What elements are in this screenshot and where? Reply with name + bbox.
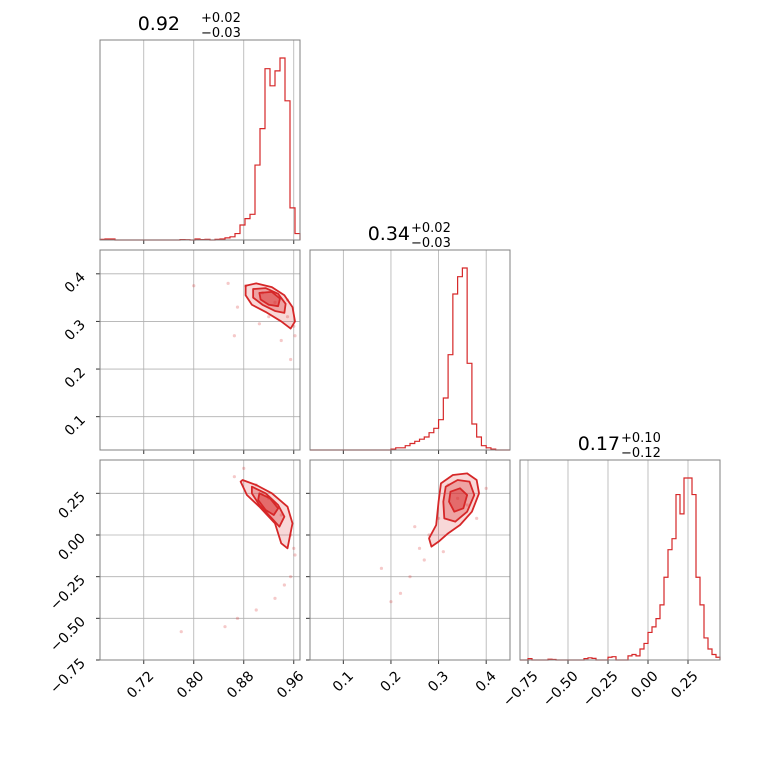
title-median-0: 0.92 xyxy=(138,13,180,35)
histogram-step-1 xyxy=(310,267,510,451)
title-minus-0: −0.03 xyxy=(201,26,241,41)
scatter-point xyxy=(293,334,297,338)
x-tick-label: 0.1 xyxy=(330,668,357,695)
x-tick-label: 0.4 xyxy=(473,668,500,695)
y-tick-label: −0.75 xyxy=(47,656,89,698)
joint-panel-1-2 xyxy=(306,459,511,664)
scatter-point xyxy=(242,466,246,470)
scatter-point xyxy=(465,503,469,507)
panel-titles: 0.92 +0.02 −0.03 0.34 +0.02 −0.03 0.17 +… xyxy=(138,11,661,461)
scatter-point xyxy=(232,475,236,479)
scatter-point xyxy=(235,616,240,620)
y-tick-label: 0.00 xyxy=(55,531,88,564)
x-tick-label: 0.88 xyxy=(224,668,257,701)
scatter-point xyxy=(293,553,297,557)
y-tick-label: 0.1 xyxy=(62,412,89,439)
scatter-point xyxy=(223,625,227,629)
title-minus-2: −0.12 xyxy=(621,446,661,461)
scatter-point xyxy=(289,575,293,579)
panel-frame xyxy=(99,459,301,661)
scatter-point xyxy=(232,334,236,338)
scatter-point xyxy=(235,305,240,309)
contour-level-0 xyxy=(244,282,296,330)
scatter-point xyxy=(379,566,384,570)
scatter-point xyxy=(456,496,460,500)
y-tick-label: −0.50 xyxy=(47,614,89,656)
scatter-point xyxy=(179,630,183,634)
title-plus-1: +0.02 xyxy=(411,221,451,236)
scatter-point xyxy=(267,315,271,319)
scatter-point xyxy=(254,608,258,612)
scatter-point xyxy=(292,546,296,550)
scatter-point xyxy=(422,558,426,562)
panel-frame xyxy=(519,459,721,661)
scatter-point xyxy=(257,322,261,326)
x-tick-label: −0.25 xyxy=(580,668,622,710)
x-tick-label: 0.2 xyxy=(378,668,405,695)
contour-level-2 xyxy=(448,487,469,513)
joint-panel-0-1 xyxy=(96,249,301,454)
title-plus-0: +0.02 xyxy=(201,11,241,26)
scatter-point xyxy=(408,575,412,579)
y-tick-label: −0.25 xyxy=(47,572,89,614)
x-tick-label: 0.80 xyxy=(174,668,207,701)
scatter-point xyxy=(475,516,479,520)
scatter-point xyxy=(226,281,230,285)
histogram-step-0 xyxy=(99,57,301,241)
histogram-step-2 xyxy=(520,477,721,661)
scatter-point xyxy=(389,600,393,604)
contour-level-1 xyxy=(442,479,476,523)
x-tick-label: 0.00 xyxy=(628,668,661,701)
plot-panels: 0.72 0.80 0.88 0.96 0.1 0.2 0.3 0.4 −0.75−0.50−0… xyxy=(47,39,721,710)
scatter-point xyxy=(289,357,293,362)
title-minus-1: −0.03 xyxy=(411,236,451,251)
y-tick-label: 0.25 xyxy=(55,489,88,522)
scatter-point xyxy=(273,300,277,304)
contour-level-1 xyxy=(250,485,286,528)
contour-level-0 xyxy=(239,479,294,550)
panel-frame xyxy=(99,249,301,451)
x-tick-label: −0.50 xyxy=(540,668,582,710)
joint-panel-0-2 xyxy=(96,459,301,664)
x-tick-label: 0.3 xyxy=(425,668,452,695)
scatter-point xyxy=(441,550,445,554)
scatter-point xyxy=(413,525,417,529)
panel-frame xyxy=(309,459,511,661)
scatter-point xyxy=(285,315,290,319)
x-tick-label: 0.25 xyxy=(668,668,701,701)
panel-frame xyxy=(99,39,301,241)
title-median-2: 0.17 xyxy=(578,433,620,455)
y-tick-label: 0.4 xyxy=(62,269,89,296)
x-tick-label: 0.96 xyxy=(274,668,307,701)
scatter-point xyxy=(192,284,196,288)
x-tick-label: 0.72 xyxy=(124,668,157,701)
marginal-panel-0 xyxy=(99,39,301,244)
panel-frame xyxy=(309,249,511,451)
scatter-point xyxy=(279,338,283,343)
y-tick-label: 0.2 xyxy=(62,365,89,392)
marginal-panel-1 xyxy=(309,249,511,454)
contour-level-2 xyxy=(258,291,281,308)
scatter-point xyxy=(273,596,277,600)
marginal-panel-2 xyxy=(519,459,721,664)
scatter-point xyxy=(484,486,488,490)
scatter-point xyxy=(398,591,403,595)
contour-level-2 xyxy=(257,492,280,516)
scatter-point xyxy=(282,583,286,587)
x-tick-label: −0.75 xyxy=(500,668,542,710)
scatter-point xyxy=(417,546,422,550)
y-tick-label: 0.3 xyxy=(62,317,89,344)
title-plus-2: +0.10 xyxy=(621,431,661,446)
title-median-1: 0.34 xyxy=(368,223,410,245)
